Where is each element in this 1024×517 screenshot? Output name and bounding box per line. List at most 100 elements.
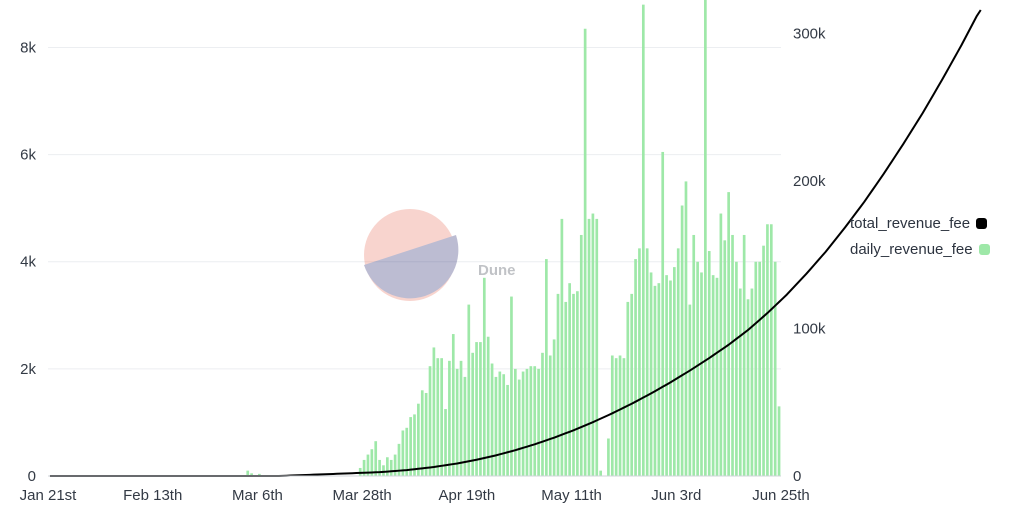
bar-daily-revenue-fee[interactable] (397, 443, 401, 476)
bar-daily-revenue-fee[interactable] (444, 409, 447, 476)
bar-daily-revenue-fee[interactable] (641, 4, 645, 477)
bar-daily-revenue-fee[interactable] (370, 449, 374, 476)
bar-daily-revenue-fee[interactable] (742, 234, 746, 476)
bar-daily-revenue-fee[interactable] (684, 181, 688, 477)
bar-daily-revenue-fee[interactable] (541, 352, 544, 476)
bar-daily-revenue-fee[interactable] (735, 261, 738, 476)
bar-daily-revenue-fee[interactable] (424, 392, 428, 476)
legend-item-total-revenue-fee[interactable]: total_revenue_fee (850, 212, 990, 234)
bar-daily-revenue-fee[interactable] (773, 261, 777, 476)
bar-daily-revenue-fee[interactable] (552, 339, 556, 476)
bar-daily-revenue-fee[interactable] (653, 285, 657, 476)
bar-daily-revenue-fee[interactable] (777, 406, 781, 476)
bar-daily-revenue-fee[interactable] (506, 384, 509, 476)
bar-daily-revenue-fee[interactable] (413, 414, 416, 476)
bar-daily-revenue-fee[interactable] (568, 283, 571, 476)
bar-daily-revenue-fee[interactable] (548, 355, 552, 476)
bar-daily-revenue-fee[interactable] (696, 261, 699, 476)
bar-daily-revenue-fee[interactable] (692, 234, 696, 476)
bar-daily-revenue-fee[interactable] (494, 376, 498, 476)
bar-daily-revenue-fee[interactable] (630, 293, 634, 476)
bar-daily-revenue-fee[interactable] (676, 248, 680, 476)
bar-daily-revenue-fee[interactable] (638, 248, 641, 476)
bar-daily-revenue-fee[interactable] (576, 291, 579, 476)
bar-daily-revenue-fee[interactable] (626, 301, 630, 476)
bar-daily-revenue-fee[interactable] (758, 261, 762, 476)
bar-daily-revenue-fee[interactable] (762, 245, 765, 476)
bar-daily-revenue-fee[interactable] (409, 417, 412, 476)
bar-daily-revenue-fee[interactable] (258, 473, 261, 476)
bar-daily-revenue-fee[interactable] (657, 283, 661, 476)
bar-daily-revenue-fee[interactable] (533, 366, 537, 476)
bar-daily-revenue-fee[interactable] (669, 280, 672, 476)
bar-daily-revenue-fee[interactable] (401, 430, 405, 476)
bar-daily-revenue-fee[interactable] (579, 234, 583, 476)
bar-daily-revenue-fee[interactable] (591, 213, 595, 477)
bar-daily-revenue-fee[interactable] (545, 259, 548, 476)
bar-daily-revenue-fee[interactable] (614, 358, 618, 476)
bar-daily-revenue-fee[interactable] (250, 473, 253, 476)
bar-daily-revenue-fee[interactable] (607, 438, 610, 476)
bar-daily-revenue-fee[interactable] (560, 218, 564, 476)
bar-daily-revenue-fee[interactable] (451, 334, 455, 476)
bar-daily-revenue-fee[interactable] (537, 368, 540, 476)
bar-daily-revenue-fee[interactable] (673, 267, 676, 476)
bar-daily-revenue-fee[interactable] (595, 218, 599, 476)
bar-daily-revenue-fee[interactable] (382, 465, 385, 476)
bar-daily-revenue-fee[interactable] (599, 470, 602, 476)
bar-daily-revenue-fee[interactable] (727, 192, 730, 477)
bar-daily-revenue-fee[interactable] (475, 342, 478, 476)
bar-daily-revenue-fee[interactable] (467, 304, 471, 476)
bar-daily-revenue-fee[interactable] (661, 151, 665, 476)
bar-daily-revenue-fee[interactable] (715, 277, 719, 476)
bar-daily-revenue-fee[interactable] (680, 205, 684, 477)
bar-daily-revenue-fee[interactable] (420, 390, 424, 476)
bar-daily-revenue-fee[interactable] (389, 459, 393, 476)
bar-daily-revenue-fee[interactable] (711, 275, 715, 476)
bar-daily-revenue-fee[interactable] (750, 288, 754, 476)
bar-daily-revenue-fee[interactable] (649, 272, 653, 476)
bar-daily-revenue-fee[interactable] (525, 368, 529, 476)
bar-daily-revenue-fee[interactable] (731, 234, 734, 476)
bar-daily-revenue-fee[interactable] (432, 347, 436, 476)
bar-daily-revenue-fee[interactable] (529, 366, 533, 476)
bar-daily-revenue-fee[interactable] (378, 459, 381, 476)
bar-daily-revenue-fee[interactable] (455, 368, 459, 476)
bar-daily-revenue-fee[interactable] (746, 299, 750, 476)
bar-daily-revenue-fee[interactable] (723, 240, 727, 476)
bar-daily-revenue-fee[interactable] (510, 296, 513, 476)
bar-daily-revenue-fee[interactable] (556, 293, 560, 476)
bar-daily-revenue-fee[interactable] (362, 459, 366, 476)
bar-daily-revenue-fee[interactable] (393, 454, 397, 476)
bar-daily-revenue-fee[interactable] (463, 376, 467, 476)
bar-daily-revenue-fee[interactable] (583, 28, 587, 476)
bar-daily-revenue-fee[interactable] (766, 224, 769, 476)
bar-daily-revenue-fee[interactable] (513, 368, 517, 476)
bar-daily-revenue-fee[interactable] (471, 352, 475, 476)
bar-daily-revenue-fee[interactable] (754, 261, 758, 476)
bar-daily-revenue-fee[interactable] (719, 213, 723, 477)
bar-daily-revenue-fee[interactable] (459, 360, 463, 476)
bar-daily-revenue-fee[interactable] (521, 371, 525, 476)
bar-daily-revenue-fee[interactable] (436, 358, 440, 476)
bar-daily-revenue-fee[interactable] (517, 379, 521, 476)
bar-daily-revenue-fee[interactable] (665, 275, 668, 476)
bar-daily-revenue-fee[interactable] (704, 0, 707, 477)
bar-daily-revenue-fee[interactable] (618, 355, 622, 476)
bar-daily-revenue-fee[interactable] (688, 304, 692, 476)
bar-daily-revenue-fee[interactable] (486, 336, 490, 476)
bar-daily-revenue-fee[interactable] (502, 374, 506, 476)
bar-daily-revenue-fee[interactable] (440, 358, 443, 476)
bar-daily-revenue-fee[interactable] (769, 224, 773, 476)
bar-daily-revenue-fee[interactable] (707, 251, 711, 476)
bar-daily-revenue-fee[interactable] (246, 470, 250, 476)
bar-daily-revenue-fee[interactable] (572, 293, 575, 476)
bar-daily-revenue-fee[interactable] (482, 277, 486, 476)
bar-daily-revenue-fee[interactable] (405, 427, 409, 476)
bar-daily-revenue-fee[interactable] (417, 403, 420, 476)
bar-daily-revenue-fee[interactable] (428, 366, 432, 476)
bar-daily-revenue-fee[interactable] (374, 441, 378, 476)
bar-daily-revenue-fee[interactable] (610, 355, 614, 476)
bar-daily-revenue-fee[interactable] (634, 259, 637, 476)
bar-daily-revenue-fee[interactable] (490, 363, 494, 476)
